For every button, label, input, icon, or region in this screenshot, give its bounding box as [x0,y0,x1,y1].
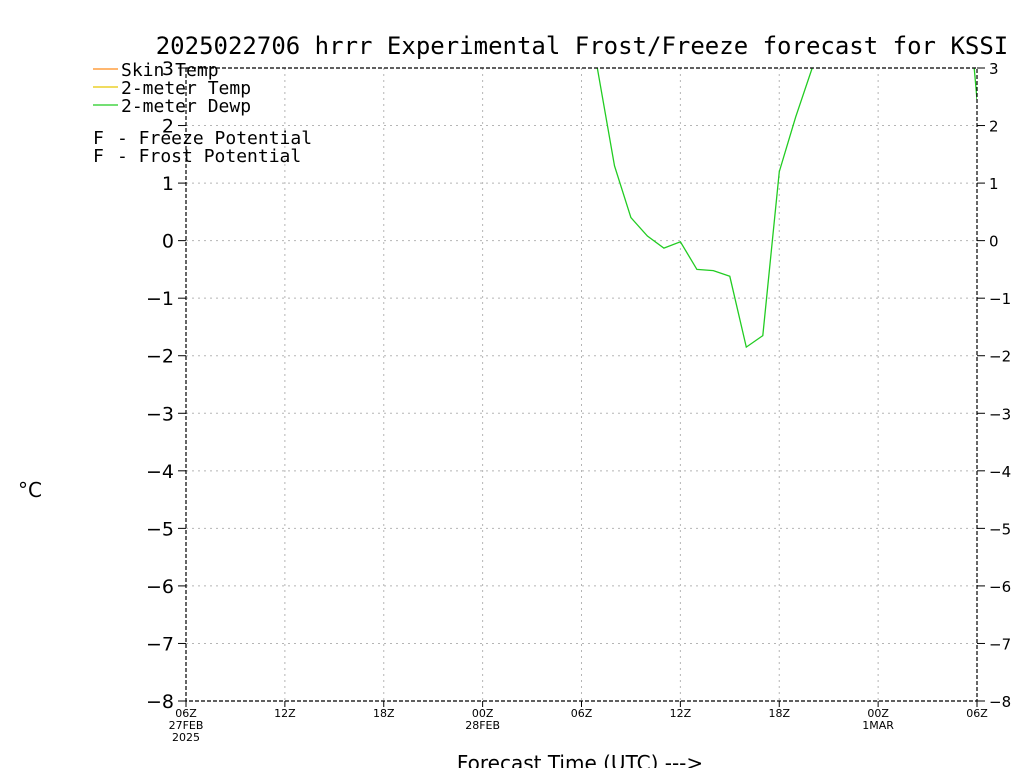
x-tick-label: 06Z [571,707,593,720]
x-tick-label: 00Z [867,707,889,720]
y-tick-label-left: −6 [146,576,174,598]
x-tick-label: 18Z [768,707,790,720]
x-tick-label: 1MAR [862,719,894,732]
legend-label: 2-meter Dewp [121,96,251,117]
legend-label: Skin Temp [121,60,219,81]
y-tick-label-left: −2 [146,346,174,368]
x-tick-label: 2025 [172,731,200,744]
x-tick-label: 27FEB [169,719,204,732]
y-tick-label-left: 3 [162,58,174,80]
y-tick-label-right: −2 [989,348,1011,366]
y-axis: −8 −8 −7 −7 −6 −6 −5 −5 −4 −4 −3 −3 −2 −2 −1 −1 0 0 1 1 2 2 3 3 [146,58,1011,713]
y-tick-label-right: 0 [989,233,999,251]
plot-frame [185,67,978,702]
chart-title: 2025022706 hrrr Experimental Frost/Freez… [156,32,1009,60]
y-tick-label-right: −8 [989,693,1011,711]
potential-label: - Freeze Potential [117,128,312,149]
y-tick-label-right: 3 [989,60,999,78]
x-tick-label: 06Z [966,707,988,720]
y-tick-label-left: −4 [146,461,174,483]
y-tick-label-left: −1 [146,288,174,310]
y-tick-label-right: −6 [989,578,1011,596]
y-tick-label-left: −8 [146,691,174,713]
x-tick-label: 06Z [175,707,197,720]
legend-label: 2-meter Temp [121,78,251,99]
y-tick-label-right: −4 [989,463,1011,481]
y-tick-label-right: −3 [989,405,1011,423]
x-tick-label: 00Z [472,707,494,720]
x-axis-title: Forecast Time (UTC) ---> [457,751,703,768]
y-tick-label-right: 1 [989,175,999,193]
x-tick-label: 12Z [274,707,296,720]
x-tick-label: 28FEB [465,719,500,732]
series-line-2m-dewp [596,68,813,349]
y-tick-label-left: 0 [162,231,174,253]
y-tick-label-right: −1 [989,290,1011,308]
y-tick-label-right: −5 [989,520,1011,538]
y-tick-label-right: 2 [989,118,999,136]
y-tick-label-left: −5 [146,518,174,540]
y-tick-label-left: −7 [146,633,174,655]
x-tick-label: 12Z [670,707,692,720]
y-tick-label-left: −3 [146,403,174,425]
potential-marker: F [93,128,104,149]
y-tick-label-left: 2 [162,116,174,138]
series-layer [596,68,977,349]
potential-label: - Frost Potential [117,146,301,167]
y-axis-title: °C [18,478,42,502]
grid-lines [186,68,977,701]
y-tick-label-right: −7 [989,635,1011,653]
potential-marker: F [93,146,104,167]
x-tick-label: 18Z [373,707,395,720]
y-tick-label-left: 1 [162,173,174,195]
